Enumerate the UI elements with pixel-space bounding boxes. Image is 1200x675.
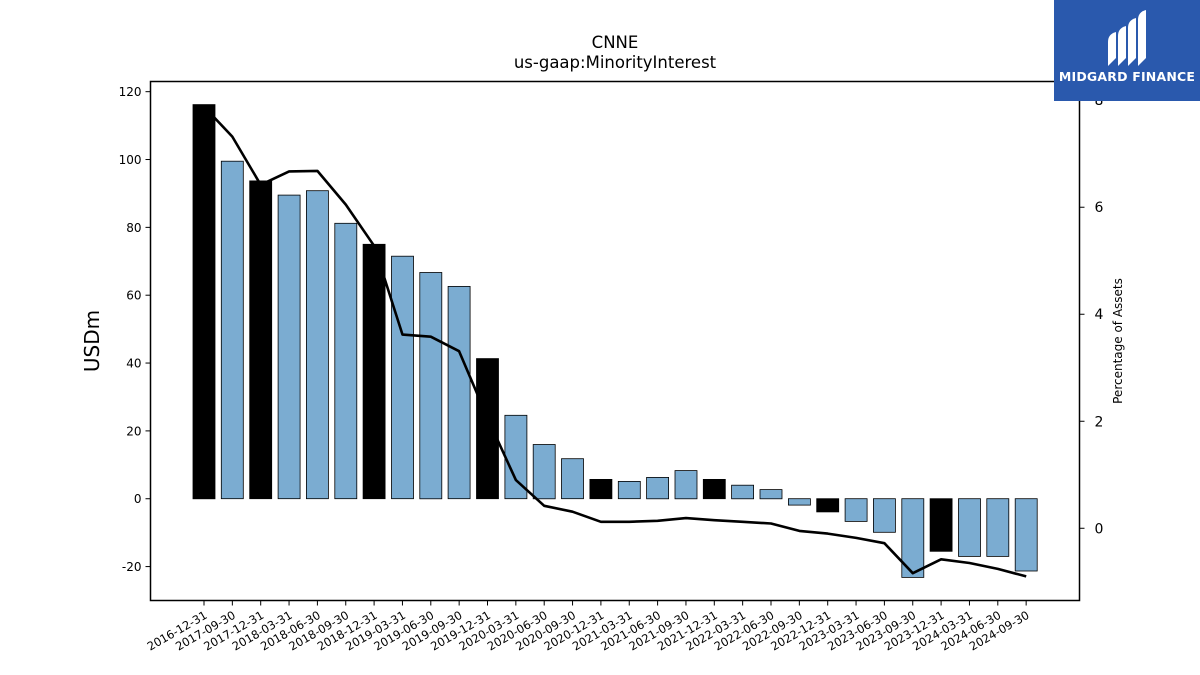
- right-tick-label: 8: [1095, 93, 1104, 109]
- bar-2020-12-31: [589, 478, 613, 500]
- y-axis-label: USDm: [80, 310, 104, 372]
- bar-2020-09-30: [561, 458, 584, 500]
- right-tick-label: 2: [1095, 414, 1104, 430]
- left-tick-label: 60: [126, 289, 141, 303]
- bar-2019-09-30: [447, 285, 471, 500]
- bar-2024-09-30: [1014, 498, 1038, 572]
- right-tick-label: 4: [1095, 307, 1104, 323]
- bar-2016-12-31: [192, 104, 216, 500]
- bar-2022-06-30: [759, 489, 783, 500]
- bar-2018-03-31: [277, 194, 301, 500]
- bar-2022-09-30: [788, 498, 811, 506]
- bars-group: [192, 104, 1038, 578]
- bar-2018-06-30: [305, 190, 329, 500]
- logo-text: MIDGARD FINANCE: [1058, 69, 1196, 84]
- bar-2023-12-31: [929, 498, 953, 552]
- bar-2017-12-31: [249, 180, 273, 500]
- left-tick-label: 0: [134, 492, 142, 506]
- bar-2023-03-31: [844, 498, 868, 522]
- left-tick-label: -20: [122, 560, 142, 574]
- bar-2021-12-31: [702, 478, 726, 500]
- y-axis-label-right: Percentage of Assets: [1111, 278, 1125, 404]
- bar-2017-09-30: [220, 160, 244, 500]
- bar-2021-09-30: [674, 470, 698, 500]
- bar-2022-12-31: [816, 498, 840, 513]
- bar-2019-12-31: [476, 358, 499, 500]
- x-axis: 2016-12-312017-09-302017-12-312018-03-31…: [145, 600, 1032, 654]
- line-group: [203, 105, 1027, 578]
- right-axis: 0 2 4 6 8: [1079, 93, 1104, 537]
- bar-2019-03-31: [391, 255, 414, 500]
- bar-2020-06-30: [532, 444, 556, 500]
- left-tick-label: 80: [126, 221, 141, 235]
- bar-2023-06-30: [873, 498, 896, 533]
- left-tick-label: 40: [126, 357, 141, 371]
- bar-2022-03-31: [731, 484, 754, 500]
- right-tick-label: 0: [1095, 521, 1104, 537]
- bar-2018-09-30: [334, 222, 358, 500]
- chart-title: CNNE: [592, 33, 639, 52]
- bar-2018-12-31: [362, 243, 386, 500]
- right-tick-label: 6: [1095, 200, 1104, 216]
- left-tick-label: 20: [126, 424, 141, 438]
- left-axis: -20 0 20 40 60 80 100 120: [119, 85, 151, 574]
- midgard-logo-icon: [1108, 10, 1146, 66]
- bar-2024-06-30: [986, 498, 1010, 557]
- bar-2021-03-31: [617, 480, 641, 500]
- bar-2019-06-30: [419, 272, 443, 500]
- left-tick-label: 100: [119, 153, 142, 167]
- left-tick-label: 120: [119, 85, 142, 99]
- bar-2024-03-31: [958, 498, 981, 557]
- bar-2023-09-30: [901, 498, 925, 578]
- chart-subtitle: us-gaap:MinorityInterest: [514, 53, 717, 72]
- midgard-logo: MIDGARD FINANCE: [1054, 0, 1200, 101]
- plot-frame: [149, 80, 1081, 602]
- percentage-line: [203, 105, 1027, 578]
- bar-2021-06-30: [646, 476, 669, 500]
